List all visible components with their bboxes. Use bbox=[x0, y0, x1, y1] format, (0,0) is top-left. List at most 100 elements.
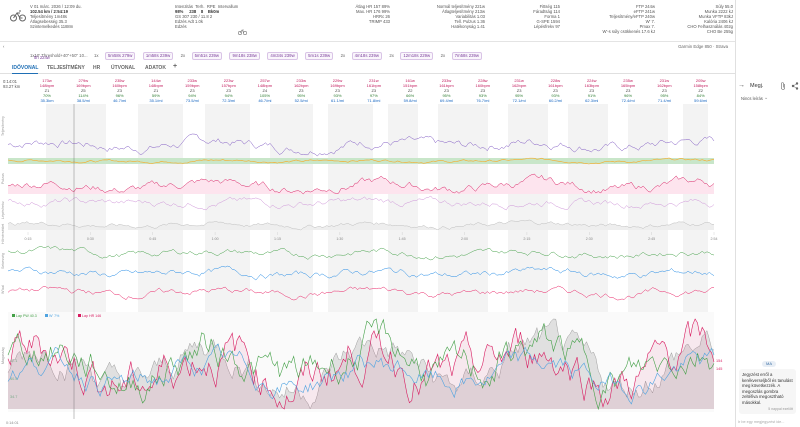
interval-column[interactable]: 228w 161bpm Z3 93% 60.2/mi bbox=[544, 78, 566, 103]
lap-hr-line bbox=[7, 318, 715, 410]
bike-edit-icon[interactable] bbox=[238, 28, 247, 35]
interval-column[interactable]: 161w 151bpm Z2 66% 59.8/mi bbox=[399, 78, 421, 103]
interval-n: Z3 bbox=[371, 88, 377, 94]
stat: FTP 244w bbox=[635, 4, 655, 9]
interval-p: 95% bbox=[442, 93, 451, 99]
distance-time: 102.54 km / 2:54:19 bbox=[30, 9, 68, 14]
interval-column[interactable]: 279w 169bpm Z5 114% 38.5/mi bbox=[72, 78, 94, 103]
time-tick-label: 2:15 bbox=[523, 237, 530, 241]
expand-icon[interactable]: ‹ bbox=[3, 44, 5, 49]
interval-column[interactable]: 205w 158bpm Z2 84% 59.6/mi bbox=[690, 78, 712, 103]
lap-power-line bbox=[7, 318, 715, 411]
interval-chip[interactable]: 1m58s 239w bbox=[142, 52, 174, 60]
interval-n: Z2 bbox=[698, 88, 703, 94]
interval-hr: 148bpm bbox=[257, 83, 273, 89]
timeline-charts[interactable]: Teljesítmény Pulzus Lépésfrekv. Hőmérséklet… bbox=[0, 104, 735, 427]
arrow-right-icon[interactable]: → bbox=[738, 82, 745, 89]
stat: CHO Be 255g bbox=[706, 29, 733, 34]
interval-m: 72.1/mi bbox=[512, 98, 526, 104]
notes-panel: → Megj. Nincs leírás ⌄ MA Jegyzést erről… bbox=[735, 0, 800, 427]
interval-n: Z4 bbox=[262, 88, 268, 94]
interval-p: 66% bbox=[406, 93, 415, 99]
share-icon[interactable] bbox=[791, 82, 799, 90]
interval-chip[interactable]: 9m18s 238w bbox=[229, 52, 260, 60]
interval-hr: 148bpm bbox=[148, 83, 164, 89]
interval-p: 114% bbox=[78, 93, 89, 99]
tab-timeline[interactable]: IDŐVONAL bbox=[12, 65, 39, 74]
interval-column[interactable]: 257w 148bpm Z4 105% 46.7/mi bbox=[254, 78, 276, 103]
add-tab-button[interactable]: + bbox=[173, 63, 178, 70]
interval-w: 231w bbox=[514, 78, 524, 83]
stat: eFTP 241w bbox=[633, 9, 655, 14]
interval-column[interactable]: 173w 148bpm Z1 70% 35.3km bbox=[36, 78, 58, 103]
interval-column[interactable]: 233w 162bpm Z3 95% 52.5/mi bbox=[290, 78, 312, 103]
interval-chip[interactable]: 4m34s 239w bbox=[267, 52, 298, 60]
interval-w: 161w bbox=[405, 78, 415, 83]
interval-column[interactable]: 228w 160bpm Z3 93% 76.7/mi bbox=[472, 78, 494, 103]
stat: Fittség 115 bbox=[539, 4, 560, 9]
interval-column[interactable]: 144w 148bpm Z1 59% 35.1/mi bbox=[145, 78, 167, 103]
interval-summary: 1x10' Threshold+40"+50" 10... bbox=[30, 53, 88, 58]
interval-p: 84% bbox=[696, 93, 705, 99]
interval-column[interactable]: 233w 159bpm Z3 94% 73.5/mi bbox=[181, 78, 203, 103]
interval-hr: 148bpm bbox=[39, 83, 55, 89]
interval-column[interactable]: 233w 161bpm Z3 95% 69.4/mi bbox=[435, 78, 457, 103]
interval-hr: 151bpm bbox=[402, 83, 418, 89]
tab-bar: IDŐVONAL TELJESÍTMÉNY HR ÚTVONAL ADATOK … bbox=[0, 63, 735, 74]
interval-hr: 157bpm bbox=[221, 83, 236, 89]
time-tick-label: 0:15 bbox=[25, 237, 32, 241]
stat: Tell. Pulzus 1.36 bbox=[454, 19, 486, 24]
time-tick-label: 1:00 bbox=[212, 237, 219, 241]
interval-column[interactable]: 235w 165bpm Z3 96% 72.4/mi bbox=[617, 78, 639, 103]
time-tick-label: 2:00 bbox=[461, 237, 468, 241]
tab-power[interactable]: TELJESÍTMÉNY bbox=[47, 65, 85, 71]
interval-hr: 162bpm bbox=[657, 83, 672, 89]
interval-column[interactable]: 224w 163bpm Z3 91% 62.3/mi bbox=[581, 78, 603, 103]
interval-w: 173w bbox=[42, 78, 52, 83]
interval-chip[interactable]: 5m1s 239w bbox=[305, 52, 334, 60]
interval-chip[interactable]: 7m58s 239w bbox=[451, 52, 482, 60]
interval-chip[interactable]: 5m58s 279w bbox=[105, 52, 136, 60]
tab-data[interactable]: ADATOK bbox=[145, 65, 166, 71]
comment-input[interactable]: Ir be egy megjegyzést ide... bbox=[738, 420, 785, 424]
bottom-start-time: 0:14:01 bbox=[6, 421, 19, 425]
multiplier: 2x bbox=[340, 53, 346, 58]
stat: W' 7. bbox=[645, 19, 655, 24]
interval-n: Z3 bbox=[662, 88, 667, 94]
stat: Fáradtság 114 bbox=[533, 9, 560, 14]
interval-n: Z3 bbox=[625, 88, 631, 94]
activity-date: V 01 márc. 2026 / 12:09 du. bbox=[30, 4, 82, 9]
power-line bbox=[7, 133, 715, 157]
chevron-down-icon[interactable]: ⌄ bbox=[764, 95, 769, 101]
interval-column[interactable]: 235w 160bpm Z3 96% 46.7/mi bbox=[109, 78, 131, 103]
interval-hr: 162bpm bbox=[293, 83, 309, 89]
interval-chip[interactable]: 4m18s 239w bbox=[351, 52, 382, 60]
interval-columns: 173w 148bpm Z1 70% 35.3km 279w 169bpm Z5 114% 38.… bbox=[30, 78, 720, 132]
lap-hr-line-area bbox=[8, 319, 714, 409]
stat: CHO Felhasználás 402g bbox=[687, 24, 733, 29]
interval-hr: 162bpm bbox=[511, 83, 527, 89]
interval-m: 69.4/mi bbox=[439, 98, 454, 104]
time-tick-label: 1:30 bbox=[336, 237, 343, 241]
attach-icon[interactable] bbox=[780, 82, 786, 90]
time-tick-label: 1:15 bbox=[274, 237, 281, 241]
tab-hr[interactable]: HR bbox=[93, 65, 101, 71]
interval-n: Z3 bbox=[480, 88, 486, 94]
interval-column[interactable]: 231w 162bpm Z3 95% 72.1/mi bbox=[508, 78, 530, 103]
interval-chip[interactable]: 5m51s 239w bbox=[191, 52, 223, 60]
notes-title[interactable]: Megj. bbox=[750, 83, 764, 89]
interval-column[interactable]: 223w 157bpm Z3 94% 72.3/mi bbox=[218, 78, 240, 103]
interval-n: Z3 bbox=[553, 88, 558, 94]
stat-label: Intenzitás bbox=[175, 4, 193, 9]
interval-hr: 159bpm bbox=[185, 83, 200, 89]
interval-p: 93% bbox=[333, 93, 342, 99]
comment-text: Jegyzést erről a kerékverseljből és tanu… bbox=[742, 372, 793, 405]
interval-column[interactable]: 231w 161bpm Z3 97% 71.8/mi bbox=[363, 78, 385, 103]
interval-w: 144w bbox=[151, 78, 161, 83]
bike-icon bbox=[10, 10, 26, 22]
interval-column[interactable]: 229w 169bpm Z3 93% 61.1/mi bbox=[327, 78, 349, 103]
tab-route[interactable]: ÚTVONAL bbox=[111, 65, 136, 71]
interval-column[interactable]: 231w 162bpm Z3 95% 71.4/mi bbox=[653, 78, 675, 103]
interval-chip[interactable]: 12m18s 229w bbox=[400, 52, 434, 60]
stat: Átlag HR 157 89% bbox=[355, 4, 390, 9]
